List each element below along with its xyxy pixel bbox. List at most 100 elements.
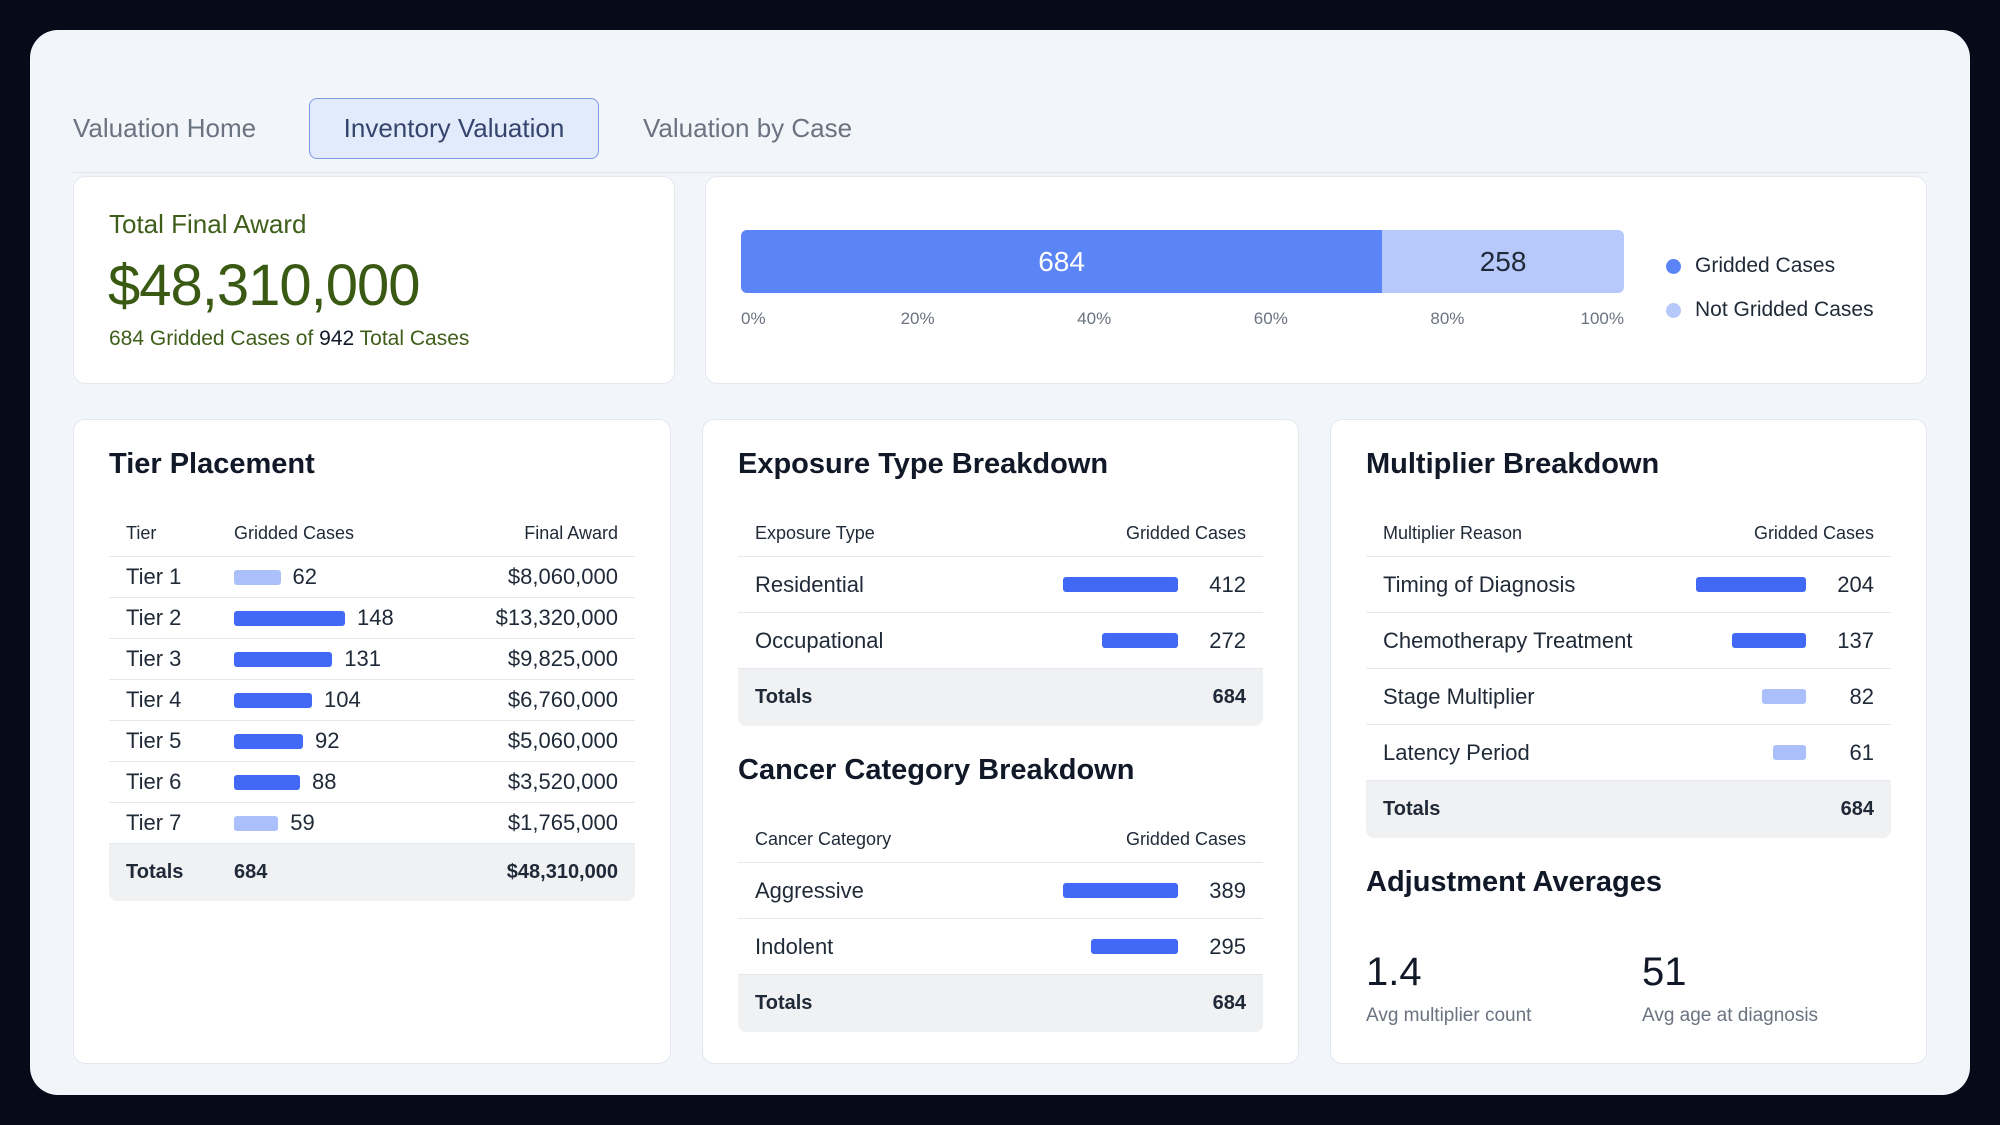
tier-label: Tier 4: [126, 687, 182, 712]
tier-label: Tier 2: [126, 605, 182, 630]
final-award: $6,760,000: [507, 687, 618, 712]
tier-rows: Tier 1 62 $8,060,000 Tier 2 148 $13,320,000 Ti…: [109, 557, 635, 844]
column-header: Final Award: [524, 522, 618, 543]
value-bar: [1101, 633, 1178, 648]
case-count-bar: [234, 569, 281, 585]
case-count: 62: [292, 564, 317, 589]
totals-row: Totals 684 $48,310,000: [109, 844, 635, 901]
ratio-legend: Gridded Cases Not Gridded Cases: [1666, 244, 1874, 332]
column-header: Exposure Type: [755, 522, 875, 543]
stat-value: 51: [1642, 950, 1687, 994]
table-row: Tier 1 62 $8,060,000: [109, 557, 635, 598]
tier-label: Tier 7: [126, 810, 182, 835]
table-row: Residential 412: [738, 557, 1263, 613]
case-count: 92: [315, 728, 340, 753]
table-header: Tier Gridded Cases Final Award: [109, 510, 635, 557]
gridded-ratio-card: 684 258 0% 20% 40% 60% 80% 100% Gridded Cases…: [705, 176, 1927, 384]
row-value: 389: [1209, 877, 1246, 903]
cases-cell: 88: [234, 769, 418, 795]
row-label: Residential: [755, 571, 864, 597]
value-bar: [1695, 577, 1806, 592]
bar-cell: [1695, 577, 1806, 592]
tab-inventory-valuation[interactable]: Inventory Valuation: [309, 98, 599, 159]
table-row: Tier 5 92 $5,060,000: [109, 721, 635, 762]
value-bar: [1732, 633, 1806, 648]
cases-cell: 92: [234, 728, 418, 754]
table-row: Stage Multiplier 82: [1366, 669, 1891, 725]
legend-item-not-gridded: Not Gridded Cases: [1666, 288, 1874, 332]
row-value: 272: [1209, 627, 1246, 653]
axis-tick-label: 80%: [1430, 309, 1465, 328]
case-count: 104: [324, 687, 361, 712]
cancer-breakdown-title: Cancer Category Breakdown: [738, 754, 1135, 786]
stat-label: Avg multiplier count: [1366, 1005, 1532, 1026]
table-row: Timing of Diagnosis 204: [1366, 557, 1891, 613]
gridded-segment: 684: [741, 230, 1383, 293]
case-count: 59: [290, 810, 315, 835]
row-value: 204: [1837, 571, 1874, 597]
table-header: Exposure Type Gridded Cases: [738, 510, 1263, 557]
table-row: Tier 6 88 $3,520,000: [109, 762, 635, 803]
row-label: Chemotherapy Treatment: [1383, 627, 1633, 653]
row-value: 137: [1837, 627, 1874, 653]
avg-age-stat: 51 Avg age at diagnosis: [1642, 950, 1818, 1027]
column-header: Cancer Category: [755, 828, 892, 849]
total-award-card: Total Final Award $48,310,000 684 Gridde…: [73, 176, 675, 384]
totals-row: Totals 684: [1366, 781, 1891, 838]
row-label: Occupational: [755, 627, 884, 653]
stat-value: 1.4: [1366, 950, 1422, 994]
value-bar: [1062, 883, 1178, 898]
column-header: Tier: [126, 522, 157, 543]
row-value: 61: [1849, 739, 1874, 765]
exposure-table: Exposure Type Gridded Cases Residential 412…: [738, 510, 1263, 726]
totals-label: Totals: [126, 861, 184, 883]
row-label: Aggressive: [755, 877, 864, 903]
value-bar: [1062, 577, 1178, 592]
row-value: 295: [1209, 933, 1246, 959]
row-label: Indolent: [755, 933, 834, 959]
not-gridded-segment: 258: [1382, 230, 1624, 293]
totals-value: 684: [1840, 798, 1874, 820]
cases-summary: 684 Gridded Cases of 942 Total Cases: [109, 327, 469, 351]
multiplier-card: Multiplier Breakdown Multiplier Reason Gr…: [1330, 419, 1927, 1064]
table-row: Indolent 295: [738, 919, 1263, 975]
cancer-table: Cancer Category Gridded Cases Aggressive 38…: [738, 816, 1263, 1032]
column-header: Multiplier Reason: [1383, 522, 1523, 543]
bar-cell: [1090, 939, 1178, 954]
avg-multiplier-stat: 1.4 Avg multiplier count: [1366, 950, 1531, 1027]
tier-label: Tier 6: [126, 769, 182, 794]
tier-label: Tier 5: [126, 728, 182, 753]
bar-cell: [1773, 745, 1806, 760]
column-header: Gridded Cases: [1125, 522, 1246, 543]
gridded-text: Gridded Cases of: [149, 327, 314, 350]
row-value: 82: [1849, 683, 1874, 709]
table-row: Chemotherapy Treatment 137: [1366, 613, 1891, 669]
case-count-bar: [234, 692, 312, 708]
row-label: Timing of Diagnosis: [1383, 571, 1576, 597]
cases-cell: 131: [234, 646, 418, 672]
gridded-stacked-bar: 684 258: [741, 230, 1624, 293]
app-window: Valuation Home Inventory Valuation Valua…: [30, 30, 1970, 1095]
bar-cell: [1101, 633, 1178, 648]
totals-label: Totals: [1383, 798, 1441, 820]
case-count: 131: [344, 646, 381, 671]
tab-valuation-by-case[interactable]: Valuation by Case: [643, 113, 853, 143]
total-count: 942: [319, 327, 355, 350]
tab-valuation-home[interactable]: Valuation Home: [73, 113, 257, 143]
percent-axis: 0% 20% 40% 60% 80% 100%: [741, 309, 1624, 333]
final-award: $8,060,000: [507, 564, 618, 589]
legend-item-gridded: Gridded Cases: [1666, 244, 1874, 288]
totals-cases: 684: [234, 861, 268, 883]
column-header: Gridded Cases: [1753, 522, 1874, 543]
case-count-bar: [234, 610, 345, 626]
value-bar: [1773, 745, 1806, 760]
bar-cell: [1062, 577, 1178, 592]
table-row: Tier 3 131 $9,825,000: [109, 639, 635, 680]
totals-value: 684: [1212, 686, 1246, 708]
table-row: Tier 7 59 $1,765,000: [109, 803, 635, 844]
legend-label: Gridded Cases: [1695, 254, 1836, 277]
totals-label: Totals: [755, 992, 813, 1014]
tier-label: Tier 3: [126, 646, 182, 671]
cases-cell: 59: [234, 810, 418, 836]
case-count-bar: [234, 733, 303, 749]
